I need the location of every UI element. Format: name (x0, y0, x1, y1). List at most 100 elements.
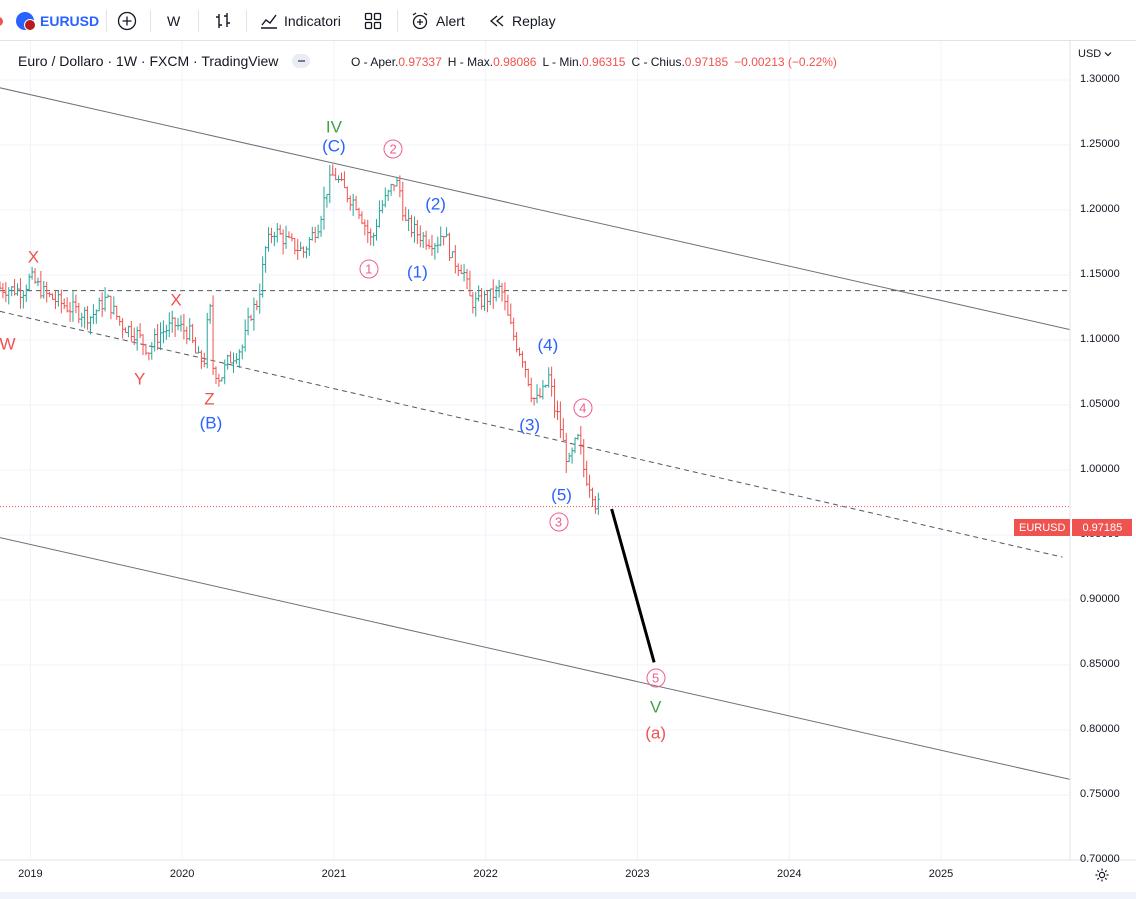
ohlc-bar (304, 246, 309, 259)
ohlc-bar (91, 304, 95, 325)
ohlc-bar (281, 229, 285, 255)
ohlc-bar (150, 342, 154, 360)
ohlc-bar (517, 347, 522, 357)
interval-button[interactable]: W (167, 8, 180, 34)
ohlc-bar (74, 294, 78, 314)
ohlc-bar (383, 187, 387, 208)
ohlc-bar (404, 206, 408, 222)
ohlc-bar (109, 295, 113, 320)
chevron-down-icon (1104, 52, 1112, 57)
ohlc-bar (389, 183, 393, 196)
y-tick-label: 1.30000 (1080, 73, 1120, 85)
wave-projection-line (610, 508, 656, 663)
alarm-clock-plus-icon (412, 12, 428, 30)
ohlc-bar (453, 245, 457, 274)
ohlc-bar (430, 234, 434, 256)
ohlc-bar (199, 350, 203, 369)
x-tick-label: 2022 (473, 868, 498, 880)
legend-toggle-button[interactable] (292, 54, 311, 68)
ohlc-bar (10, 285, 14, 297)
wave-label: Y (133, 369, 146, 389)
y-tick-label: 1.00000 (1080, 463, 1120, 475)
ohlc-bar (129, 321, 133, 342)
currency-selector[interactable]: USD (1078, 48, 1113, 60)
circled-wave-label: 1 (359, 259, 379, 278)
ohlc-bar (188, 318, 192, 341)
ohlc-bar (415, 220, 419, 244)
chart-settings-button[interactable] (1094, 867, 1110, 888)
ohlc-bar (144, 343, 148, 356)
ohlc-bar (252, 297, 256, 331)
x-tick-label: 2021 (321, 868, 347, 880)
ohlc-bar (158, 322, 163, 351)
price-chart[interactable] (0, 41, 1136, 892)
ohlc-bar (380, 200, 384, 214)
ohlc-bar (100, 292, 104, 317)
ohlc-bar (407, 209, 411, 232)
ohlc-bar (120, 318, 125, 339)
ohlc-bar (287, 231, 291, 239)
wave-label: (1) (406, 262, 428, 282)
ohlc-bar (77, 302, 81, 324)
top-toolbar: EURUSD W Indicatori (0, 0, 1136, 41)
alert-label: Alert (436, 13, 465, 29)
ohlc-bar (24, 284, 28, 302)
ohlc-bar (544, 384, 548, 388)
x-tick-label: 2019 (18, 868, 43, 880)
ohlc-bar (357, 207, 361, 219)
ohlc-bar (506, 294, 510, 316)
y-tick-label: 0.75000 (1080, 788, 1120, 800)
currency-label: USD (1078, 48, 1102, 60)
ohlc-bar (50, 293, 55, 300)
x-tick-label: 2023 (625, 868, 650, 880)
ohlc-bar (567, 452, 571, 463)
ohlc-bar (401, 181, 405, 221)
wave-label: (3) (519, 415, 541, 434)
ohlc-bar (135, 326, 139, 351)
ohlc-bar (211, 295, 215, 375)
notification-dot (0, 8, 3, 34)
indicators-button[interactable]: Indicatori (259, 8, 341, 34)
replay-button[interactable]: Replay (488, 8, 556, 34)
ohlc-bar (450, 251, 455, 259)
ohlc-bar (342, 171, 347, 189)
ohlc-bar (412, 216, 417, 243)
chart-type-button[interactable] (213, 8, 233, 34)
compare-symbol-button[interactable] (117, 8, 137, 34)
ohlc-bar (590, 487, 595, 508)
ohlc-bar (266, 227, 271, 252)
ohlc-bar (570, 447, 574, 464)
high-label: H - Max. (447, 55, 494, 69)
y-tick-label: 1.15000 (1080, 268, 1120, 280)
ohlc-bar (4, 282, 8, 303)
ohlc-bar (71, 291, 75, 322)
circled-wave-label: 3 (549, 512, 569, 532)
ohlc-bar (596, 492, 600, 515)
last-price-value: 0.97185 (1072, 519, 1133, 536)
ohlc-bar (360, 211, 364, 225)
alert-button[interactable]: Alert (410, 8, 465, 34)
ohlc-bar (240, 344, 244, 360)
ohlc-bar (447, 232, 452, 262)
ohlc-bar (30, 266, 34, 280)
ohlc-bar (456, 263, 460, 276)
ohlc-bar (479, 288, 484, 310)
ohlc-bar (208, 303, 212, 324)
ohlc-bar (97, 297, 101, 312)
ohlc-bar (587, 474, 592, 498)
euro-dollar-flag-icon (16, 12, 36, 31)
ohlc-bar (345, 186, 349, 203)
ohlc-bar (579, 425, 583, 455)
interval-label: W (167, 13, 181, 29)
ohlc-bar (33, 268, 37, 284)
ohlc-bar (62, 298, 66, 310)
ohlc-bar (418, 225, 422, 248)
ohlc-bar (500, 282, 504, 302)
symbol-search-button[interactable]: EURUSD (16, 8, 99, 34)
last-price-symbol: EURUSD (1014, 519, 1071, 536)
y-tick-label: 0.80000 (1080, 723, 1120, 735)
ohlc-bar (258, 283, 262, 314)
layout-templates-button[interactable] (364, 8, 382, 34)
ohlc-bar (535, 384, 539, 404)
chart-legend: Euro / Dollaro · 1W · FXCM · TradingView (18, 52, 311, 70)
